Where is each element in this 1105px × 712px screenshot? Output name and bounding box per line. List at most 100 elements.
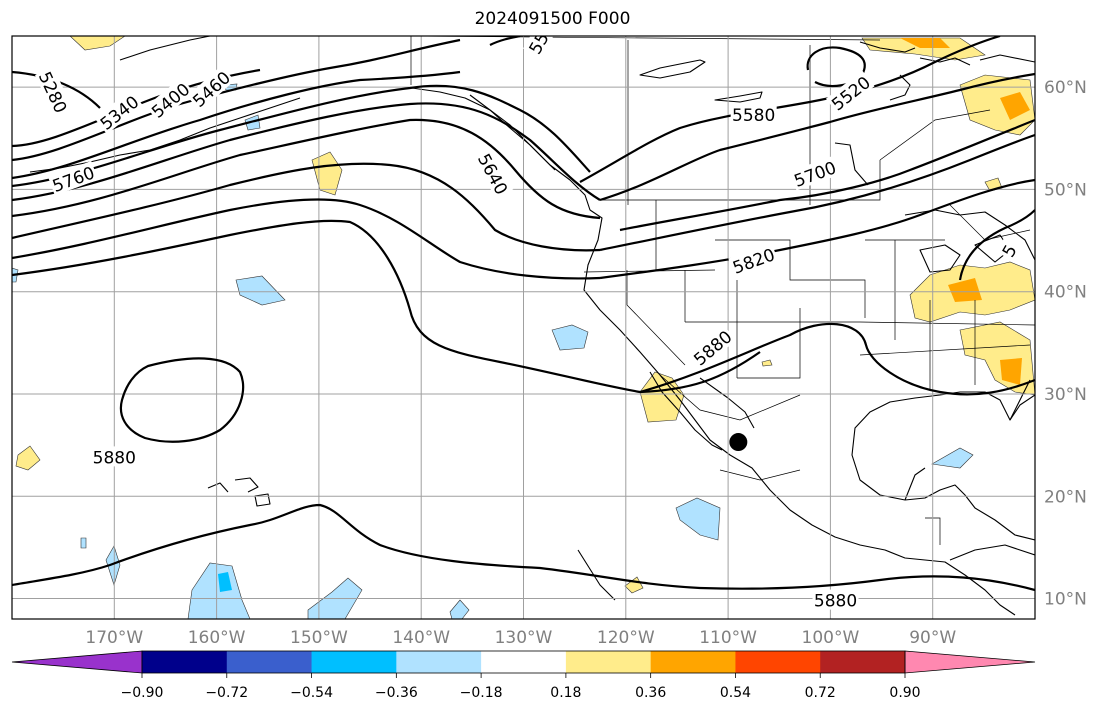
coastline-island <box>714 91 763 103</box>
positive-anomaly-region <box>15 445 41 471</box>
latitude-tick-label: 30°N <box>1044 385 1087 405</box>
longitude-tick-label: 90°W <box>909 628 956 648</box>
colorbar-tick-label: −0.36 <box>375 685 418 701</box>
negative-anomaly-region <box>449 599 470 619</box>
coastline-arctic <box>919 57 971 66</box>
contour-label-text: 5880 <box>814 592 857 612</box>
negative-anomaly-region <box>675 497 721 541</box>
coastline-hawaii <box>234 477 259 493</box>
colorbar-frame <box>141 650 906 674</box>
colorbar-tick-label: 0.36 <box>635 685 666 701</box>
contour-label-bg <box>825 70 875 115</box>
contour-label-bg <box>187 65 235 112</box>
contour-label-bg <box>94 89 144 134</box>
contour-5640-east <box>599 72 1035 202</box>
contour-5760-lakes <box>958 209 1035 281</box>
colorbar-segment <box>565 651 652 673</box>
border-line <box>879 109 991 161</box>
contour-label-bg <box>996 239 1021 262</box>
coastline-hudson-bay <box>834 142 869 186</box>
positive-anomaly-core <box>900 38 950 48</box>
negative-anomaly-region <box>105 545 121 587</box>
map-title: 2024091500 F000 <box>474 9 631 29</box>
contour-5400 <box>12 38 461 162</box>
coastline-lake <box>919 244 961 273</box>
contour-label-bg <box>35 66 73 117</box>
contour-5760-east <box>599 133 1035 252</box>
border-line <box>715 239 866 318</box>
contour-label-bg <box>728 242 779 278</box>
coastline-hawaii <box>207 482 229 493</box>
contour-5760 <box>12 198 601 280</box>
contour-label-bg <box>145 77 194 123</box>
contour-label-bg <box>48 160 99 196</box>
border-line <box>410 36 881 41</box>
latitude-labels: 60°N 50°N 40°N 30°N 20°N 10°N <box>1044 78 1087 609</box>
contour-5820 <box>12 219 761 394</box>
contour-label-bg <box>91 446 138 467</box>
border-line <box>659 374 801 421</box>
contour-5580-east <box>579 36 1001 183</box>
coastline-hawaii <box>254 493 271 507</box>
contour-5880-south <box>12 503 1035 592</box>
height-contours <box>12 36 1035 592</box>
longitude-tick-label: 150°W <box>290 628 348 648</box>
negative-anomaly-region <box>187 562 251 619</box>
colorbar-tick-label: −0.54 <box>290 685 333 701</box>
longitude-tick-label: 130°W <box>495 628 553 648</box>
colorbar-segment <box>142 651 228 673</box>
contour-label-text: 5580 <box>732 106 775 126</box>
colorbar-segment <box>650 651 736 673</box>
map-frame <box>11 35 1036 620</box>
contour-label-bg <box>474 148 514 199</box>
contour-label: 5 <box>996 239 1022 262</box>
colorbar-segment <box>820 651 906 673</box>
contour-label-bg <box>523 36 553 59</box>
colorbar-extend-max <box>904 650 1036 674</box>
latitude-tick-label: 40°N <box>1044 283 1087 303</box>
latitude-tick-label: 60°N <box>1044 78 1087 98</box>
positive-anomaly-region <box>69 36 126 51</box>
colorbar-segment <box>311 651 397 673</box>
colorbar-extend-min <box>11 650 143 674</box>
coastline-north <box>859 41 916 53</box>
colorbar-tick-label: −0.90 <box>121 685 164 701</box>
contour-5700-east <box>619 118 1035 232</box>
contour-label-text: 5880 <box>93 448 136 468</box>
positive-anomaly-core <box>1000 358 1022 385</box>
coastline-central-america <box>577 549 616 601</box>
positive-anomaly-region <box>959 74 1035 136</box>
contour-label-bg <box>688 324 737 370</box>
coastline-hudson <box>979 54 1035 63</box>
latitude-tick-label: 10°N <box>1044 590 1087 610</box>
border-line <box>859 344 1031 356</box>
border-line <box>859 321 1035 326</box>
contour-5580 <box>12 102 601 202</box>
positive-anomaly-region <box>639 371 685 423</box>
colorbar-tick-label: 0.90 <box>889 685 920 701</box>
positive-anomaly-core <box>948 278 982 302</box>
longitude-tick-label: 110°W <box>699 628 757 648</box>
colorbar-segment <box>226 651 313 673</box>
contour-5280 <box>12 70 101 109</box>
coastline-island <box>639 59 706 79</box>
colorbar-tick-label: 0.54 <box>720 685 751 701</box>
border-line <box>925 517 941 545</box>
coastline-baja <box>649 371 723 451</box>
colorbar-segment <box>481 651 567 673</box>
coastline-yucatan <box>904 467 926 501</box>
longitude-tick-label: 120°W <box>597 628 655 648</box>
colorbar-tick-label: 0.72 <box>805 685 836 701</box>
contour-5880-east <box>639 322 1035 396</box>
negative-anomaly-region <box>80 537 87 549</box>
contour-5880-closed <box>119 357 245 443</box>
contour-label: 5880 <box>91 446 138 468</box>
coastline-florida <box>1009 379 1031 421</box>
contour-label: 5880 <box>812 589 859 612</box>
coastline-gulf-california <box>699 377 755 429</box>
negative-anomaly-region <box>235 275 286 306</box>
contour-label: 5580 <box>730 103 777 126</box>
